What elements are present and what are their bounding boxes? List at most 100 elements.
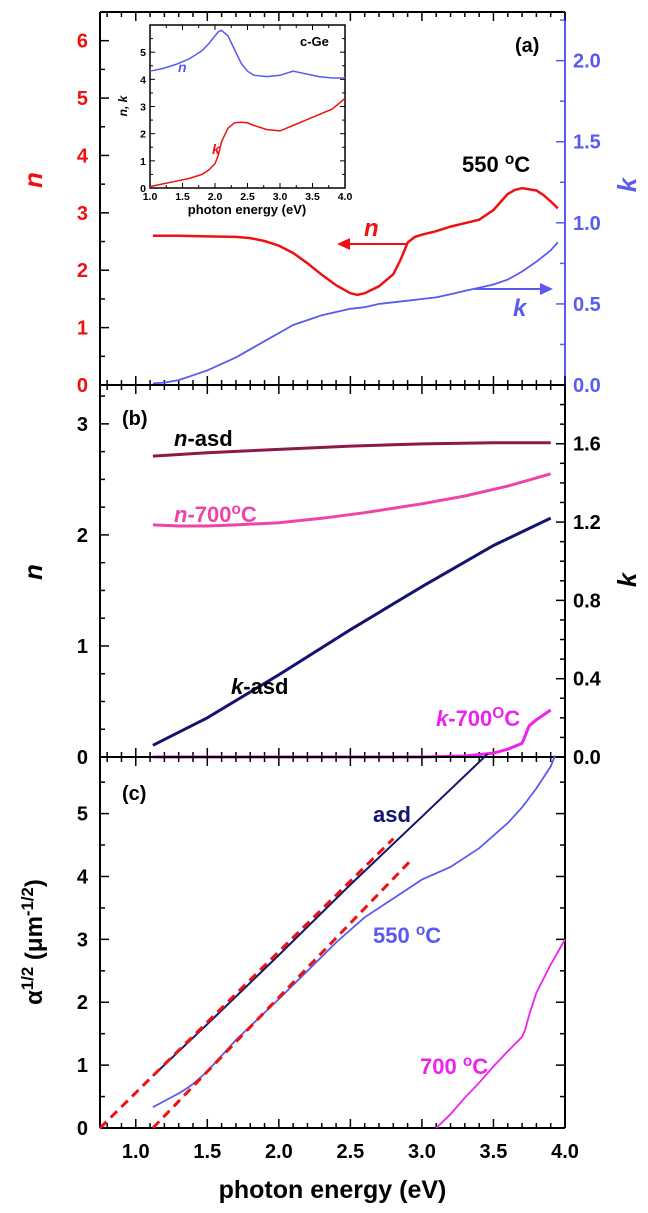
label-k-700: k-700OC (436, 705, 520, 732)
label-550-part-1: o (416, 922, 425, 939)
inset-y-tick-label: 1 (140, 156, 146, 168)
series-k (152, 241, 559, 385)
inset-x-tick-label: 2.0 (208, 191, 223, 203)
series-n-700 (152, 472, 552, 528)
y-axis-label-left-part-2: (μm (21, 916, 48, 967)
y-axis-label-left-part-1: 1/2 (18, 967, 37, 990)
panel-b: 01230.00.40.81.21.6nk(b)n-asdn-700oCk-as… (18, 384, 642, 769)
y-tick-label-right: 1.0 (573, 213, 601, 235)
x-tick-label: 2.5 (336, 1141, 364, 1163)
y-tick-label-left: 3 (77, 203, 88, 225)
y-tick-label-left: 3 (77, 929, 88, 951)
label-550-part-0: 550 (373, 923, 416, 948)
y-tick-label-left: 4 (77, 145, 89, 167)
label-k-asd: k-asd (231, 674, 289, 699)
inset-x-tick-label: 4.0 (338, 191, 353, 203)
y-tick-label-left: 5 (77, 88, 88, 110)
y-axis-label-left: n (18, 172, 48, 188)
series-550 (152, 755, 556, 1108)
inset-k-label: k (212, 141, 221, 157)
arrow-n-head (337, 238, 350, 250)
inset-y-tick-label: 5 (140, 47, 146, 59)
y-tick-label-left: 1 (77, 636, 88, 658)
inset-series-n (149, 29, 345, 79)
label-700: 700 oC (420, 1053, 488, 1080)
inset-y-tick-label: 3 (140, 102, 146, 114)
label-k-700-part-1: -700 (448, 706, 492, 731)
arrow-k-label: k (513, 295, 528, 322)
x-tick-label: 1.0 (122, 1141, 150, 1163)
y-tick-label-right: 1.5 (573, 132, 601, 154)
title-annotation-part-0: 550 (462, 152, 505, 177)
panel-label: (a) (515, 35, 539, 57)
x-axis-label: photon energy (eV) (219, 1176, 447, 1204)
series-n (152, 186, 559, 297)
y-tick-label-left: 2 (77, 260, 88, 282)
inset-y-tick-label: 4 (140, 74, 146, 86)
label-700-part-2: C (472, 1054, 488, 1079)
title-annotation-part-2: C (514, 152, 530, 177)
y-tick-label-right: 0.5 (573, 294, 601, 316)
label-k-700-part-3: C (504, 706, 520, 731)
y-tick-label-right: 0.0 (573, 747, 601, 769)
inset: 1.0 1.5 2.0 2.5 3.0 3.5 4.0 0 1 2 3 4 5 photon energy… (116, 24, 353, 217)
label-550: 550 oC (373, 922, 441, 949)
label-asd: asd (373, 802, 411, 827)
label-n-asd: n-asd (174, 426, 233, 451)
y-tick-label-right: 0.0 (573, 375, 601, 397)
inset-title: c-Ge (300, 34, 329, 49)
label-700-part-1: o (463, 1053, 472, 1070)
y-tick-label-left: 4 (77, 866, 89, 888)
label-n-700-part-1: -700 (187, 502, 231, 527)
y-tick-label-left: 2 (77, 992, 88, 1014)
x-tick-label: 1.5 (193, 1141, 221, 1163)
x-tick-label: 3.0 (408, 1141, 436, 1163)
inset-frame (149, 24, 346, 189)
y-tick-label-left: 3 (77, 414, 88, 436)
series-k-asd (152, 516, 552, 747)
y-tick-label-right: 0.8 (573, 590, 601, 612)
y-tick-label-left: 5 (77, 804, 88, 826)
inset-x-tick-label: 1.5 (175, 191, 190, 203)
y-axis-label-left-part-3: -1/2 (18, 887, 37, 916)
y-tick-label-left: 0 (77, 375, 88, 397)
y-tick-label-left: 1 (77, 318, 88, 340)
inset-x-tick-label: 3.5 (305, 191, 320, 203)
y-axis-label-left: α1/2 (μm-1/2) (18, 879, 49, 1005)
fit-line-asd (98, 837, 395, 1130)
inset-x-axis-label: photon energy (eV) (188, 202, 306, 217)
series-700 (435, 938, 566, 1129)
y-axis-label-right: k (612, 571, 642, 587)
y-tick-label-right: 2.0 (573, 51, 601, 73)
label-700-part-0: 700 (420, 1054, 463, 1079)
y-tick-label-left: 1 (77, 1055, 88, 1077)
inset-x-tick-label: 1.0 (143, 191, 158, 203)
inset-x-tick-label: 3.0 (273, 191, 288, 203)
title-annotation-part-1: o (505, 151, 514, 168)
x-axis: 1.0 1.5 2.0 2.5 3.0 3.5 4.0 photon energy (eV) (122, 1141, 579, 1204)
y-tick-label-left: 2 (77, 525, 88, 547)
title-annotation: 550 oC (462, 151, 530, 178)
y-tick-label-right: 1.2 (573, 512, 601, 534)
inset-x-tick-label: 2.5 (240, 191, 255, 203)
panel-label: (b) (122, 408, 148, 430)
y-tick-label-right: 0.4 (573, 669, 602, 691)
fit-line-550 (151, 859, 412, 1130)
label-n-asd-part-1: -asd (187, 426, 232, 451)
x-tick-label: 2.0 (265, 1141, 293, 1163)
label-n-asd-part-0: n (174, 426, 187, 451)
inset-n-label: n (178, 59, 187, 75)
panel-label: (c) (122, 783, 146, 805)
label-n-700-part-2: o (232, 501, 241, 518)
x-tick-label: 3.5 (480, 1141, 508, 1163)
y-tick-label-right: 1.6 (573, 434, 601, 456)
series-n-asd (152, 441, 551, 458)
label-k-700-part-0: k (436, 706, 450, 731)
label-n-700: n-700oC (174, 501, 257, 528)
x-tick-label: 4.0 (551, 1141, 579, 1163)
arrow-n-label: n (364, 215, 379, 242)
inset-y-tick-label: 2 (140, 129, 146, 141)
